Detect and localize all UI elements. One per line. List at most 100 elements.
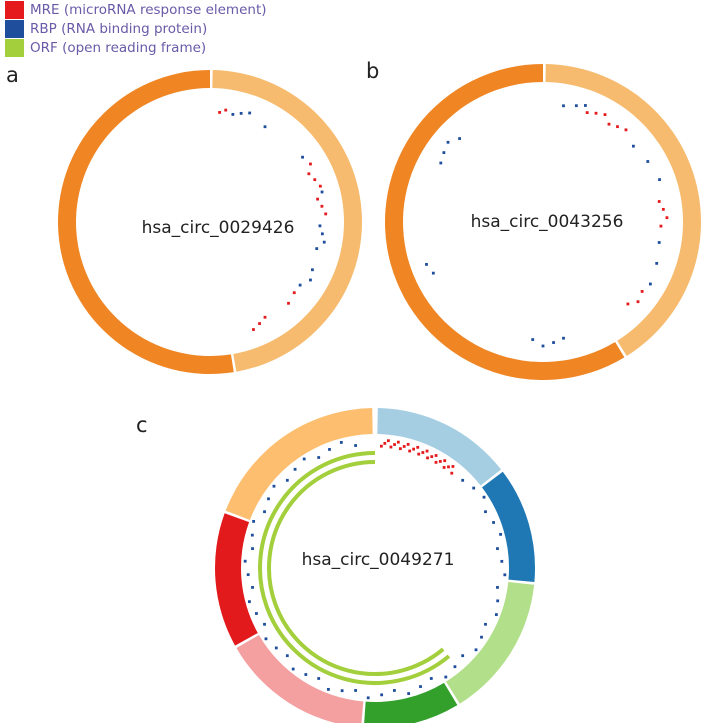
orf-arc [267, 460, 445, 676]
rbp-site [263, 622, 266, 626]
rbp-site [442, 151, 446, 154]
rbp-site [317, 456, 321, 459]
rbp-site [439, 161, 443, 165]
mre-site [450, 471, 454, 475]
mre-site [657, 200, 661, 203]
legend-swatch [5, 20, 24, 38]
rbp-site [499, 532, 502, 536]
rbp-site [309, 278, 312, 282]
mre-site [451, 465, 455, 468]
rbp-site [552, 341, 555, 344]
rbp-site [304, 673, 308, 676]
rbp-site [252, 520, 256, 523]
rbp-site [531, 338, 535, 341]
mre-site [616, 125, 619, 129]
rbp-site [263, 510, 266, 514]
rbp-site [320, 190, 324, 194]
rbp-site [657, 241, 661, 244]
mre-site [393, 443, 396, 446]
rbp-site [562, 104, 565, 108]
mre-site [447, 465, 450, 469]
mre-site [640, 290, 644, 293]
rbp-site [503, 573, 507, 577]
rbp-site [285, 478, 289, 482]
rbp-site [480, 635, 483, 639]
rbp-site [354, 444, 358, 447]
mre-site [316, 197, 319, 201]
rbp-site [496, 585, 499, 589]
rbp-site [474, 648, 478, 652]
rbp-site [444, 675, 448, 679]
rbp-site [366, 696, 370, 700]
rbp-site [339, 441, 343, 444]
mre-site [417, 452, 421, 456]
exon-segment [446, 582, 535, 704]
rbp-site [263, 125, 267, 129]
exon-segment [215, 513, 258, 646]
mre-site [263, 315, 267, 319]
legend: MRE (microRNA response element) RBP (RNA… [5, 1, 267, 57]
rbp-site [354, 689, 358, 692]
mre-site [659, 224, 663, 228]
legend-swatch [5, 39, 24, 57]
rbp-site [392, 689, 396, 692]
rbp-site [407, 692, 411, 695]
mre-site [626, 302, 630, 306]
rbp-site [264, 637, 268, 641]
rbp-site [541, 344, 545, 348]
rbp-site [500, 559, 504, 563]
circ-name: hsa_circ_0029426 [142, 218, 295, 238]
rbp-site [658, 178, 661, 181]
rbp-site [646, 160, 650, 163]
rbp-site [482, 495, 486, 499]
mre-site [442, 466, 446, 469]
circ-name: hsa_circ_0049271 [302, 550, 455, 570]
rbp-site [298, 283, 302, 287]
rbp-site [311, 268, 314, 272]
mre-site [412, 447, 416, 451]
mre-site [292, 291, 296, 295]
plots [58, 64, 702, 727]
mre-site [379, 444, 383, 448]
mre-site [309, 162, 312, 166]
exon-segment [377, 408, 502, 486]
orf-arc [258, 451, 451, 685]
panel-label: a [6, 63, 19, 87]
legend-label: MRE (microRNA response element) [30, 2, 267, 18]
rbp-site [419, 685, 422, 688]
exon-segment [225, 408, 373, 520]
mre-site [624, 128, 628, 132]
rbp-site [648, 282, 652, 286]
circ-name: hsa_circ_0043256 [471, 212, 624, 232]
legend-swatch [5, 1, 24, 19]
rbp-site [248, 600, 251, 604]
mre-site [661, 207, 665, 211]
mre-site [443, 459, 447, 463]
rbp-site [318, 224, 322, 228]
legend-label: ORF (open reading frame) [30, 40, 206, 56]
rbp-site [431, 271, 435, 275]
rbp-site [461, 478, 465, 482]
rbp-site [320, 232, 324, 236]
rbp-site [255, 612, 258, 615]
rbp-site [317, 677, 321, 680]
rbp-site [274, 646, 278, 650]
mre-site [252, 328, 255, 331]
rbp-site [301, 155, 304, 159]
mre-site [594, 111, 598, 115]
mre-site [396, 440, 400, 444]
mre-site [307, 172, 311, 176]
rbp-site [429, 677, 433, 680]
mre-site [434, 460, 438, 464]
mre-site [218, 111, 221, 114]
mre-site [408, 449, 412, 453]
panel-label: b [366, 59, 379, 83]
rbp-site [340, 689, 344, 693]
mre-site [318, 184, 322, 188]
rbp-site [250, 533, 254, 537]
mre-site [398, 447, 402, 451]
rbp-site [446, 140, 450, 144]
mre-site [607, 122, 611, 126]
rbp-site [425, 263, 428, 266]
mre-site [313, 178, 317, 182]
